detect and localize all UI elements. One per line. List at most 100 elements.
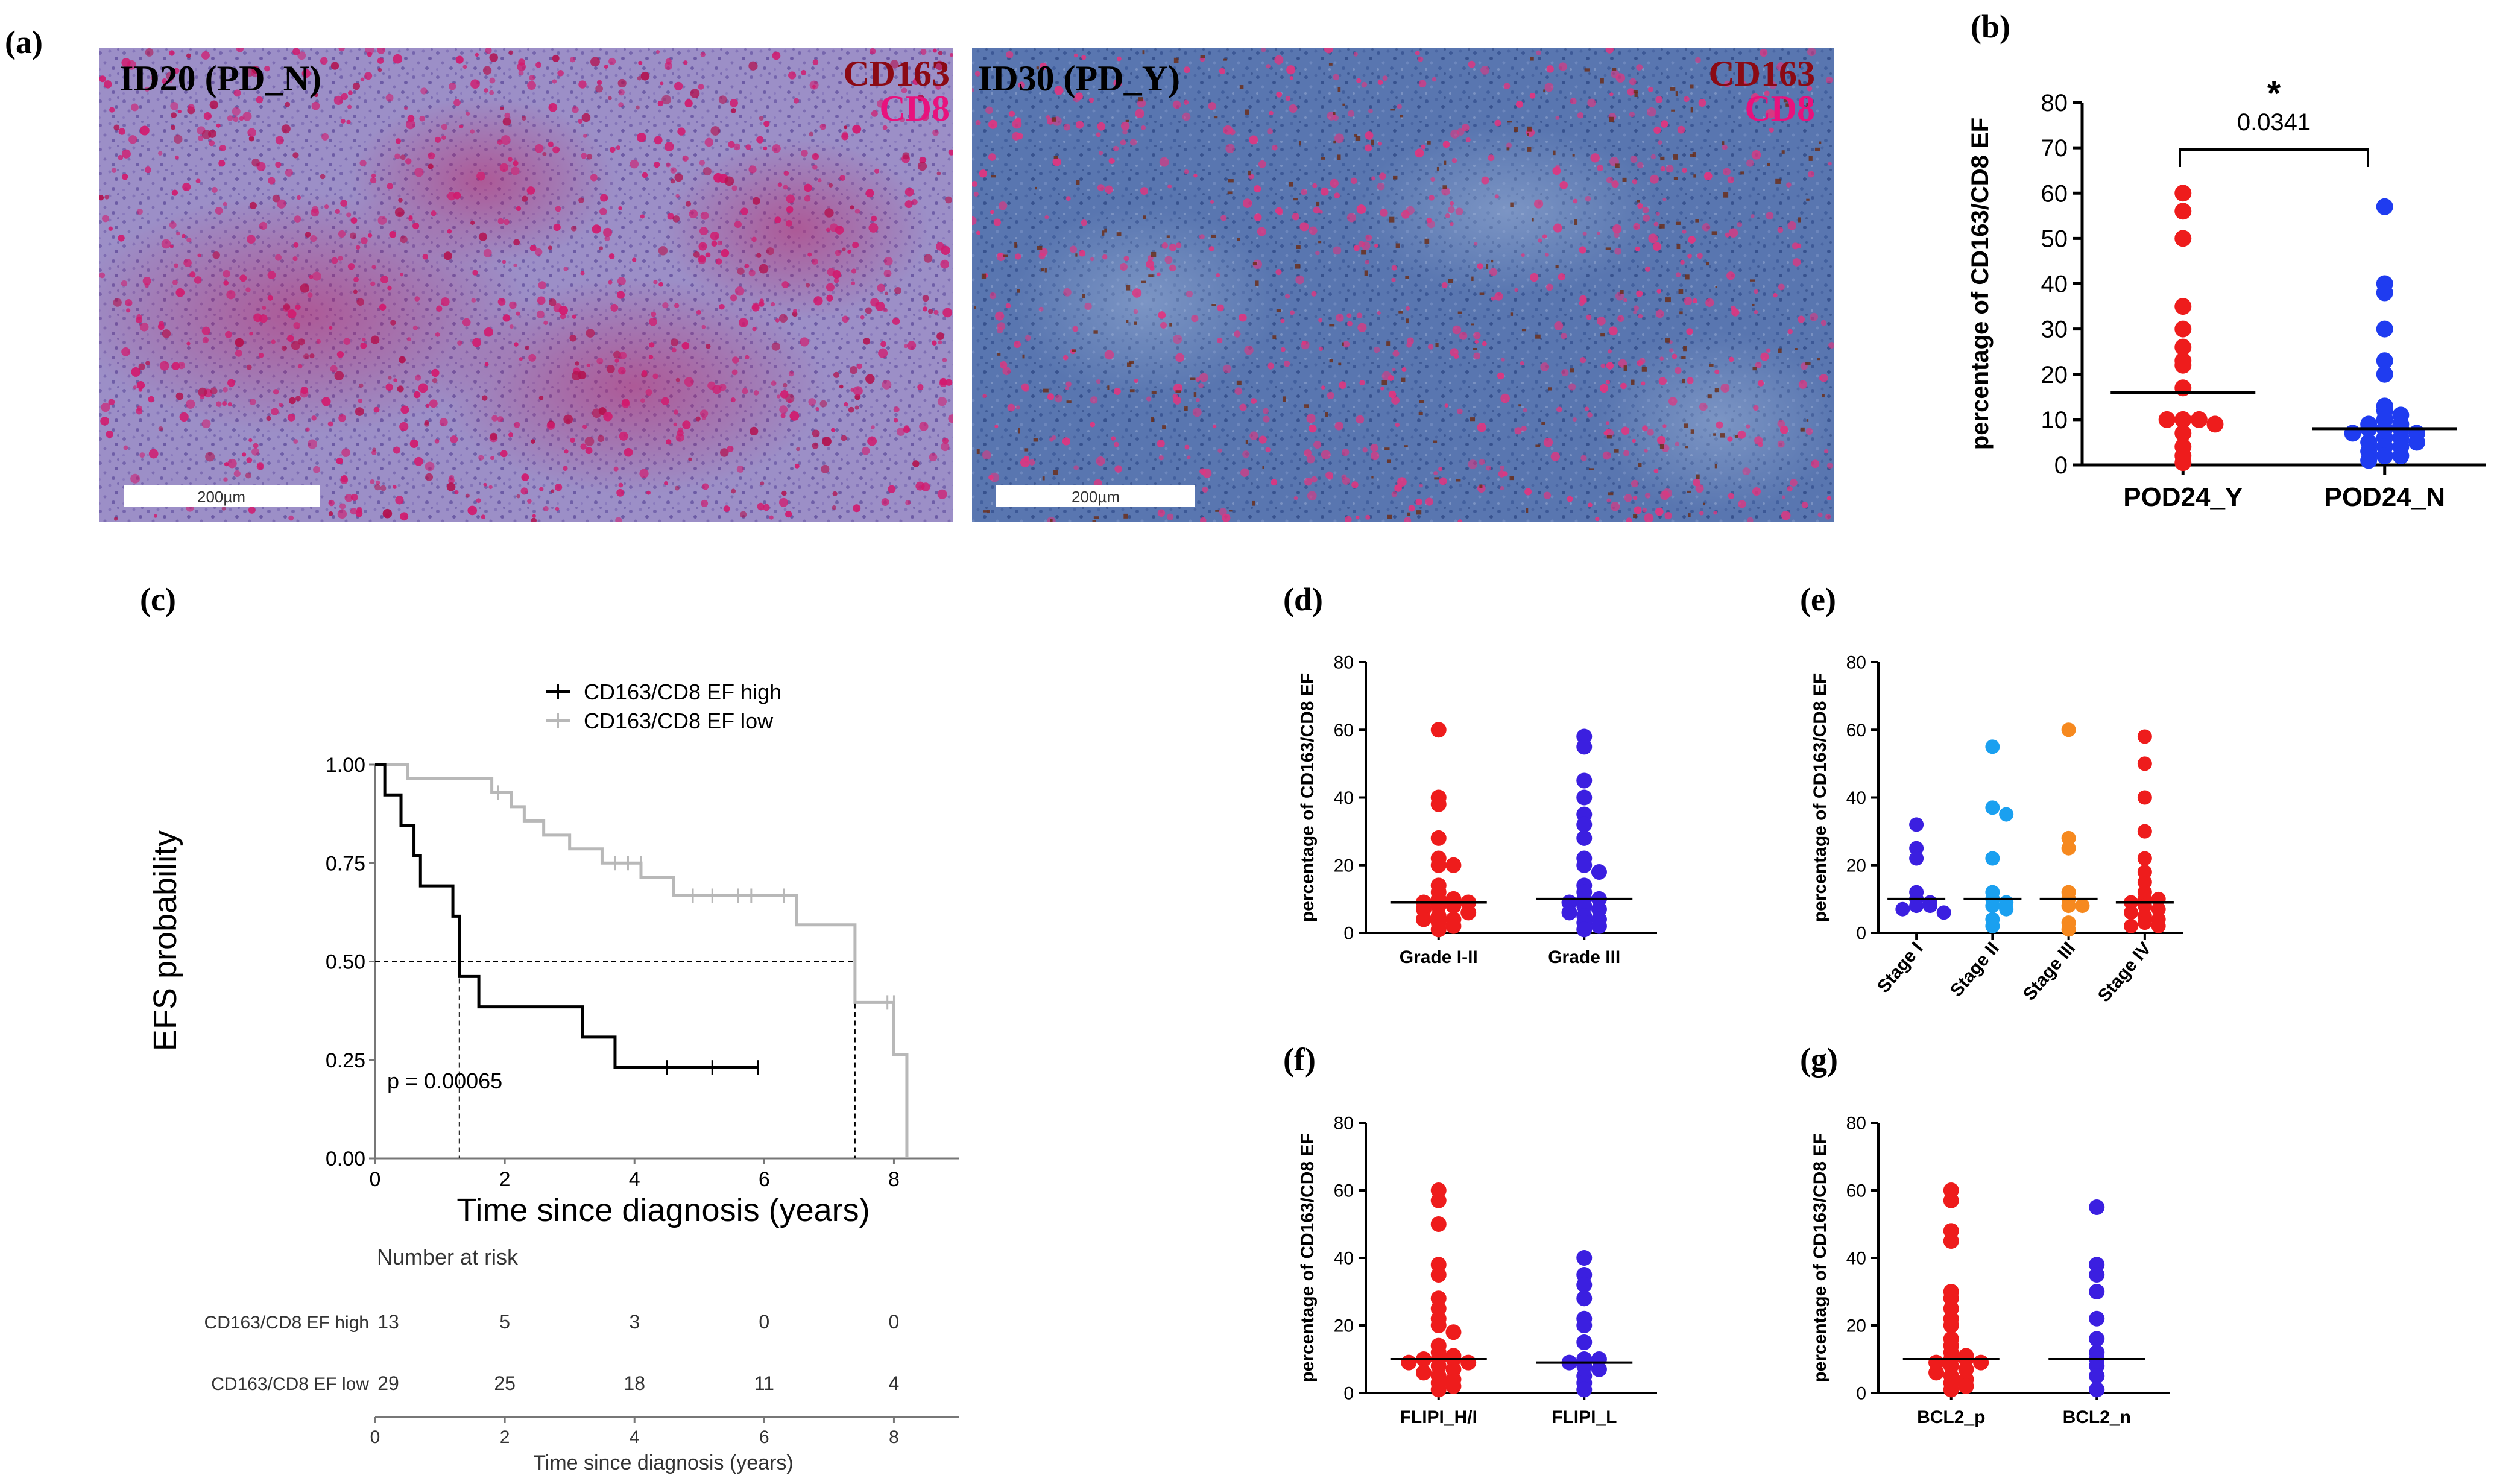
cd8-cell <box>1015 117 1021 123</box>
cd8-cell <box>1196 398 1200 402</box>
cd8-cell <box>854 405 859 410</box>
cd8-cell <box>1382 75 1388 81</box>
cd8-cell <box>1524 488 1532 496</box>
cd8-cell <box>1728 493 1735 499</box>
cd8-cell <box>848 406 854 413</box>
cd8-cell <box>1801 501 1808 508</box>
cd8-cell <box>352 82 361 90</box>
cd163-cell <box>997 353 1001 356</box>
cd8-cell <box>99 75 106 83</box>
cd8-cell <box>136 380 145 390</box>
cd8-cell <box>804 195 811 202</box>
cd8-cell <box>373 406 380 413</box>
cd8-cell <box>1098 151 1103 156</box>
cd8-cell <box>1790 479 1798 487</box>
cd8-cell <box>750 426 759 436</box>
cd163-cell <box>1696 474 1700 479</box>
cd8-cell <box>171 362 180 371</box>
cd8-cell <box>696 309 701 315</box>
cd8-cell <box>350 232 356 239</box>
cd163-cell <box>1384 447 1390 450</box>
cd8-cell <box>292 152 299 159</box>
cd8-cell <box>483 248 492 257</box>
cd8-cell <box>497 139 503 145</box>
cd163-cell <box>1245 109 1249 115</box>
cd8-cell <box>170 102 178 110</box>
cd8-cell <box>1069 245 1078 253</box>
cd8-cell <box>293 439 298 444</box>
cd8-cell <box>801 150 808 157</box>
cd8-cell <box>1644 493 1651 499</box>
cd8-cell <box>223 477 228 482</box>
cd8-cell <box>1675 367 1682 374</box>
cd8-cell <box>113 298 122 307</box>
cd163-cell <box>1092 520 1096 522</box>
cd8-cell <box>1642 507 1647 513</box>
risk-x-tick-label: 0 <box>370 1427 380 1447</box>
data-point <box>1460 905 1477 921</box>
cd8-cell <box>948 414 953 423</box>
cd8-cell <box>1090 257 1094 262</box>
cd8-cell <box>1632 495 1638 500</box>
cd8-cell <box>736 465 744 473</box>
data-point <box>2158 411 2176 428</box>
cd8-cell <box>488 485 493 490</box>
cd8-cell <box>1062 437 1070 446</box>
cd8-cell <box>894 418 898 423</box>
data-point <box>2174 411 2192 428</box>
cd163-cell <box>1530 57 1534 61</box>
cd8-cell <box>1344 516 1352 522</box>
cd8-cell <box>1742 81 1747 86</box>
cd8-cell <box>1444 403 1449 408</box>
cd8-cell <box>353 277 359 283</box>
cd8-cell <box>1234 387 1242 395</box>
cd163-cell <box>1606 435 1612 439</box>
cd8-cell <box>883 256 893 266</box>
data-point <box>2151 901 2166 917</box>
cd8-cell <box>853 504 861 513</box>
cd163-cell <box>1236 380 1242 385</box>
x-tick-label: 8 <box>888 1168 900 1191</box>
cd8-cell <box>842 247 846 251</box>
x-tick-label: 4 <box>629 1168 640 1191</box>
cd8-cell <box>713 172 723 183</box>
y-tick-label: 0.75 <box>326 852 365 875</box>
cd8-cell <box>1116 56 1122 62</box>
cd8-cell <box>1669 348 1674 353</box>
cd8-cell <box>331 257 338 264</box>
cd8-cell <box>538 396 544 400</box>
cd8-cell <box>1315 250 1320 256</box>
cd8-cell <box>264 65 270 72</box>
cd8-cell <box>364 72 373 80</box>
cd163-cell <box>1778 348 1782 353</box>
cd8-cell <box>654 161 660 168</box>
cd8-cell <box>609 147 616 153</box>
cd8-cell <box>608 96 612 101</box>
cd8-cell <box>578 119 583 124</box>
cd163-cell <box>1614 449 1619 453</box>
cd8-cell <box>569 334 577 342</box>
cd8-cell <box>248 136 254 142</box>
data-point <box>2061 922 2076 937</box>
cd8-cell <box>508 157 513 162</box>
cd8-cell <box>109 107 115 113</box>
cd8-cell <box>1350 177 1357 185</box>
cd8-cell <box>500 135 511 145</box>
x-category-label: POD24_Y <box>2123 482 2243 512</box>
cd8-cell <box>1225 144 1235 153</box>
cd8-cell <box>370 479 375 484</box>
y-tick-label: 40 <box>1846 788 1866 808</box>
cd163-cell <box>1659 224 1665 229</box>
cd163-cell <box>1296 245 1301 250</box>
cd8-cell <box>1647 429 1654 436</box>
legend-label-high: CD163/CD8 EF high <box>584 680 781 704</box>
cd8-cell <box>1374 244 1378 248</box>
cd8-cell <box>341 448 350 457</box>
cd8-cell <box>1643 214 1650 222</box>
cd8-cell <box>608 280 613 285</box>
data-point <box>2151 918 2166 933</box>
cd163-cell <box>1687 490 1691 493</box>
cd8-cell <box>1536 50 1541 55</box>
